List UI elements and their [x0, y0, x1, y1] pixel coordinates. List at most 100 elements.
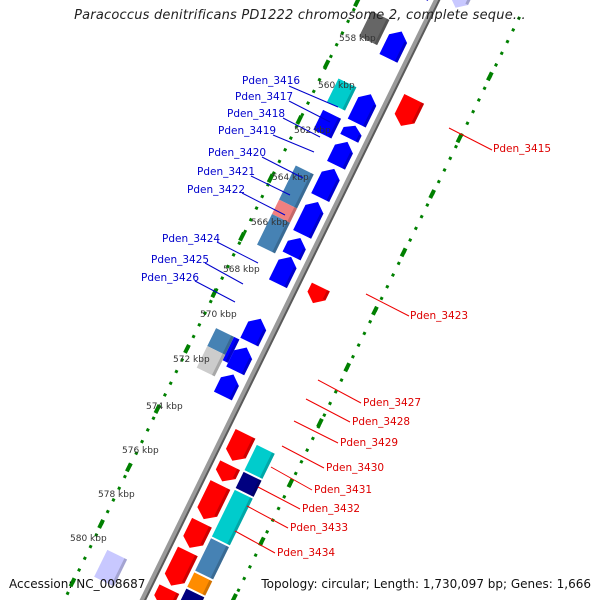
- scale-dot: [145, 427, 150, 432]
- scale-dot: [88, 544, 93, 549]
- scale-dot-right: [408, 238, 413, 243]
- gene-label-reverse[interactable]: Pden_3429: [340, 437, 398, 449]
- gene-pden-3419-shade: [355, 134, 362, 143]
- gene-faded: [94, 549, 128, 587]
- scale-dot-right: [236, 588, 241, 593]
- gene-pden-3422-shade: [287, 207, 298, 223]
- gene-forward-shade: [229, 384, 239, 401]
- scale-major-tick: [125, 462, 133, 473]
- gene-label-reverse[interactable]: Pden_3415: [493, 143, 551, 155]
- leader-line-forward: [216, 241, 259, 264]
- leader-line-reverse: [305, 398, 351, 423]
- scale-dot-right: [511, 27, 516, 32]
- scale-dot: [231, 252, 236, 257]
- gene-label-reverse[interactable]: Pden_3432: [302, 503, 360, 515]
- scale-major-tick: [68, 577, 77, 588]
- gene-label-reverse[interactable]: Pden_3434: [277, 547, 335, 559]
- gene-forward: [226, 347, 253, 376]
- leader-line-forward: [282, 117, 321, 138]
- scale-dot: [122, 474, 127, 479]
- gene-label-forward[interactable]: Pden_3420: [208, 147, 266, 159]
- scale-dot: [197, 322, 202, 327]
- scale-dot-right: [482, 86, 487, 91]
- gene-pden-3428: [235, 471, 262, 497]
- scale-dot-right: [356, 343, 361, 348]
- scale-dot-right: [499, 51, 504, 56]
- scale-dot-right: [385, 284, 390, 289]
- gene-pden-3429: [211, 489, 253, 546]
- leader-line-reverse: [234, 530, 276, 554]
- gene-label-reverse[interactable]: Pden_3427: [363, 397, 421, 409]
- gene-steelblue-shade: [294, 173, 314, 209]
- scale-dot: [94, 532, 99, 537]
- backbone-line: [117, 0, 453, 600]
- gene-label-reverse[interactable]: Pden_3433: [290, 522, 348, 534]
- gene-pden-3418-shade: [328, 117, 342, 139]
- scale-dot-right: [282, 494, 287, 499]
- scale-dot-right: [453, 144, 458, 149]
- gene-faded-shade: [111, 558, 128, 587]
- scale-major-tick: [322, 59, 331, 70]
- gene-pden-3425-shade: [222, 335, 235, 355]
- scale-major-tick-right: [286, 478, 295, 489]
- scale-dot-right: [494, 62, 499, 67]
- scale-dot: [117, 486, 122, 491]
- leader-line-reverse: [448, 127, 493, 151]
- gene-forward: [282, 237, 306, 261]
- gene-pden-3416: [327, 78, 357, 111]
- scale-dot-right: [425, 202, 430, 208]
- gene-label-forward[interactable]: Pden_3425: [151, 254, 209, 266]
- scale-dot: [82, 556, 87, 561]
- gene-label-forward[interactable]: Pden_3421: [197, 166, 255, 178]
- gene-pden-3427-shade: [259, 452, 275, 479]
- gene-pden-3416-shade: [342, 85, 357, 111]
- leader-line-reverse: [365, 293, 410, 317]
- gene-label-forward[interactable]: Pden_3416: [242, 75, 300, 87]
- scale-dot-right: [413, 226, 418, 231]
- scale-dot: [277, 159, 282, 164]
- scale-dot: [351, 7, 356, 12]
- scale-major-tick-right: [343, 362, 351, 373]
- scale-dot: [306, 101, 311, 106]
- scale-dot: [328, 54, 333, 59]
- scale-tick-label: 578 kbp: [98, 490, 135, 500]
- scale-major-tick-right: [230, 593, 238, 600]
- scale-tick-label: 580 kbp: [70, 534, 107, 544]
- scale-dot: [243, 229, 248, 234]
- leader-line-forward: [194, 280, 236, 303]
- gene-label-forward[interactable]: Pden_3424: [162, 233, 220, 245]
- gene-label-forward[interactable]: Pden_3418: [227, 108, 285, 120]
- scale-tick-label: 562 kbp: [294, 126, 331, 136]
- gene-label-forward[interactable]: Pden_3426: [141, 272, 199, 284]
- scale-dot-right: [419, 214, 424, 219]
- scale-dot-right: [391, 273, 396, 278]
- scale-dot-right: [516, 16, 521, 21]
- gene-label-reverse[interactable]: Pden_3428: [352, 416, 410, 428]
- leader-line-forward: [204, 262, 244, 285]
- gene-label-forward[interactable]: Pden_3419: [218, 125, 276, 137]
- gene-label-forward[interactable]: Pden_3422: [187, 184, 245, 196]
- scale-major-tick: [238, 231, 246, 242]
- gene-label-reverse[interactable]: Pden_3430: [326, 462, 384, 474]
- scale-major-tick: [210, 288, 219, 299]
- scale-dot: [105, 509, 110, 514]
- gene-steelblue: [279, 165, 314, 209]
- gene-label-reverse[interactable]: Pden_3423: [410, 310, 468, 322]
- scale-dot: [248, 217, 253, 222]
- scale-tick-label: 576 kbp: [122, 446, 159, 456]
- scale-dot-right: [442, 167, 447, 172]
- gene-pden-3431-shade: [202, 579, 213, 596]
- gene-label-reverse[interactable]: Pden_3431: [314, 484, 372, 496]
- gene-gray-shade: [374, 18, 390, 46]
- scale-dot: [334, 42, 339, 47]
- scale-dot: [220, 276, 225, 281]
- scale-dot-right: [465, 121, 470, 126]
- scale-major-tick-right: [399, 247, 408, 258]
- scale-tick-label: 570 kbp: [200, 310, 237, 320]
- gene-pden-3424: [240, 318, 267, 347]
- accession-label: Accession: NC_008687: [9, 577, 146, 591]
- gene-label-forward[interactable]: Pden_3417: [235, 91, 293, 103]
- scale-dot-right: [476, 97, 481, 102]
- scale-dot: [140, 439, 145, 444]
